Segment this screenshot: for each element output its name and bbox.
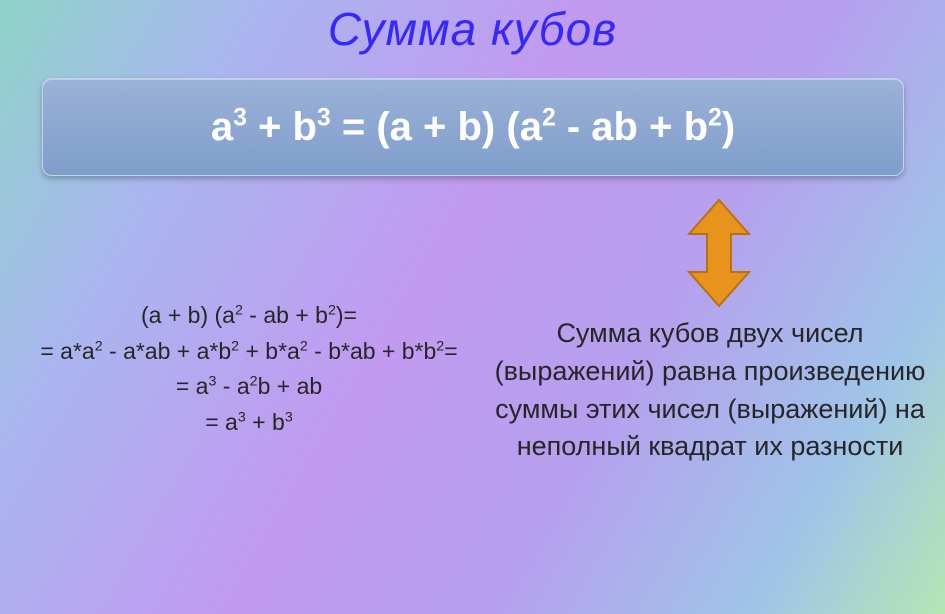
formula-eq: =	[331, 105, 377, 149]
formula-rhs-f2-open: (	[506, 105, 519, 149]
formula-rhs-sp	[495, 105, 506, 149]
proof-block: (a + b) (a2 - ab + b2)= = a*a2 - a*ab + …	[28, 298, 470, 441]
formula-lhs-plus: +	[247, 105, 293, 149]
formula-rhs-f1-b: b	[457, 105, 481, 149]
formula-rhs-f1-plus: +	[412, 105, 458, 149]
proof-line-4: = a3 + b3	[28, 405, 470, 441]
formula-rhs-f1-a: a	[390, 105, 412, 149]
double-arrow-icon	[683, 198, 755, 308]
page-title: Сумма кубов	[0, 2, 945, 56]
formula-rhs-f2-m1: -	[556, 105, 592, 149]
proof-line-3: = a3 - a2b + ab	[28, 369, 470, 405]
formula-rhs-f1-open: (	[376, 105, 389, 149]
formula-rhs-f2-close: )	[722, 105, 735, 149]
definition-text: Сумма кубов двух чисел (выражений) равна…	[490, 315, 930, 466]
main-formula: a3 + b3 = (a + b) (a2 - ab + b2)	[211, 105, 735, 150]
formula-lhs-b-exp: 3	[317, 104, 331, 131]
proof-line-1: (a + b) (a2 - ab + b2)=	[28, 298, 470, 334]
formula-rhs-f2-ab: ab	[591, 105, 638, 149]
formula-lhs-a: a	[211, 105, 233, 149]
formula-rhs-f2-a: a	[520, 105, 542, 149]
proof-line-2: = a*a2 - a*ab + a*b2 + b*a2 - b*ab + b*b…	[28, 334, 470, 370]
formula-box: a3 + b3 = (a + b) (a2 - ab + b2)	[42, 78, 904, 176]
formula-rhs-f2-p1: +	[638, 105, 684, 149]
formula-rhs-f2-b: b	[684, 105, 708, 149]
formula-rhs-f1-close: )	[482, 105, 495, 149]
formula-lhs-a-exp: 3	[233, 104, 247, 131]
formula-lhs-b: b	[292, 105, 316, 149]
formula-rhs-f2-a-exp: 2	[542, 104, 556, 131]
formula-rhs-f2-b-exp: 2	[708, 104, 722, 131]
